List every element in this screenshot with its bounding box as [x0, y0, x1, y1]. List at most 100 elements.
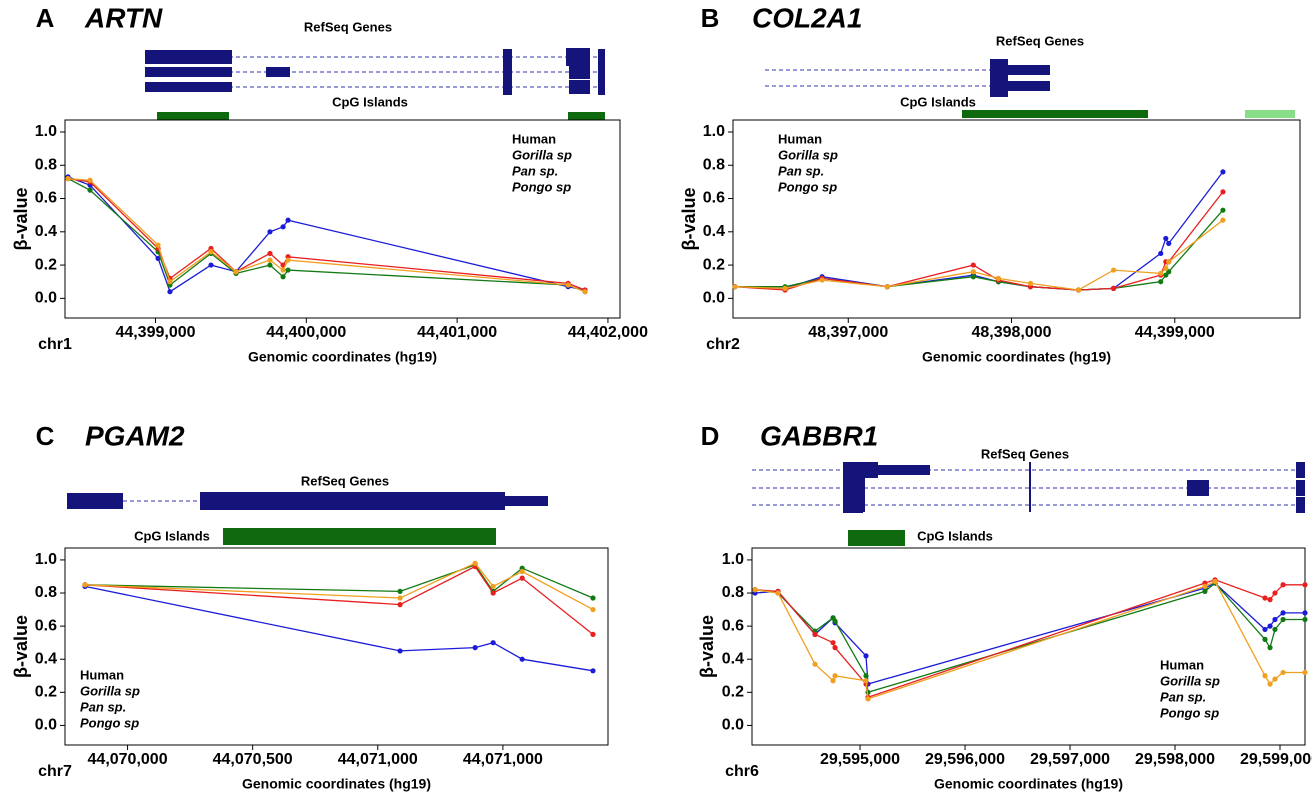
data-point	[812, 661, 818, 667]
data-point	[397, 648, 403, 654]
data-point	[267, 262, 273, 268]
legend-entry: Human	[1160, 657, 1204, 672]
plot-frame	[64, 547, 609, 746]
data-point	[752, 587, 758, 593]
legend-entry: Gorilla sp	[778, 147, 838, 162]
x-tick-label: 29,598,000	[1135, 751, 1215, 768]
series-line	[754, 580, 1305, 700]
legend-entry: Pan sp.	[80, 699, 126, 714]
series-line	[734, 219, 1224, 291]
data-point	[970, 274, 976, 280]
y-tick-label: 0.2	[35, 684, 57, 701]
exon	[598, 79, 605, 95]
exon	[569, 65, 590, 79]
x-axis-label: Genomic coordinates (hg19)	[248, 349, 437, 365]
exon	[505, 496, 548, 506]
x-tick-label: 29,595,000	[820, 751, 900, 768]
data-point	[167, 279, 173, 285]
cpg-island	[223, 528, 496, 545]
chromosome-label: chr2	[706, 336, 740, 353]
exon	[1029, 462, 1031, 512]
exon	[503, 79, 512, 95]
exon	[145, 67, 232, 77]
data-point	[863, 653, 869, 659]
data-point	[1110, 285, 1117, 291]
y-axis-label: β-value	[697, 615, 717, 678]
y-axis-label: β-value	[11, 615, 31, 678]
exon	[145, 50, 232, 64]
legend-entry: Human	[80, 667, 124, 682]
legend-entry: Pongo sp	[80, 715, 139, 730]
data-point	[1262, 673, 1268, 679]
panel-letter: C	[36, 421, 55, 451]
data-point	[832, 673, 838, 679]
panel: D GABBR1 RefSeq Genes CpG Islands 0.0 0.2 0.4 0…	[697, 420, 1312, 791]
series-line	[67, 176, 586, 293]
x-axis-label: Genomic coordinates (hg19)	[242, 776, 431, 792]
data-point	[590, 631, 596, 637]
exon	[266, 67, 290, 77]
series-line	[84, 565, 594, 635]
cpg-island	[848, 530, 905, 546]
data-point	[285, 257, 291, 263]
data-point	[519, 656, 525, 662]
y-tick-label: 0.8	[35, 156, 57, 173]
cpg-label: CpG Islands	[332, 94, 408, 109]
legend-entry: Pongo sp	[1160, 705, 1219, 720]
y-tick-label: 0.8	[35, 584, 57, 601]
data-point	[280, 267, 286, 273]
exon	[1296, 480, 1305, 496]
data-point	[285, 267, 291, 273]
chromosome-label: chr1	[38, 336, 72, 353]
y-tick-label: 0.6	[35, 617, 57, 634]
y-tick-label: 0.4	[703, 223, 725, 240]
data-point	[280, 224, 286, 230]
cpg-label: CpG Islands	[900, 94, 976, 109]
data-point	[472, 560, 478, 566]
x-tick-label: 29,599,000	[1240, 751, 1312, 768]
panel-letter: A	[36, 3, 55, 33]
gene-name: PGAM2	[85, 420, 185, 451]
series-line	[754, 582, 1305, 685]
exon	[1296, 497, 1305, 513]
data-point	[1280, 616, 1286, 623]
data-point	[1163, 235, 1169, 242]
data-point	[490, 640, 496, 646]
data-point	[397, 602, 403, 608]
data-point	[732, 284, 738, 290]
x-axis-label: Genomic coordinates (hg19)	[922, 349, 1111, 365]
gene-name: COL2A1	[752, 2, 862, 33]
legend-entry: Gorilla sp	[1160, 673, 1220, 688]
y-tick-label: 1.0	[703, 123, 725, 140]
y-tick-label: 0.6	[703, 190, 725, 207]
exon	[145, 82, 232, 92]
data-point	[87, 177, 93, 183]
plot-frame	[751, 547, 1306, 746]
cpg-label: CpG Islands	[917, 528, 993, 543]
data-point	[1166, 259, 1172, 265]
exon	[1008, 65, 1050, 75]
exon	[843, 462, 865, 512]
x-tick-label: 44,071,000	[463, 751, 543, 768]
chromosome-label: chr7	[38, 763, 72, 780]
data-point	[267, 250, 273, 257]
data-point	[1166, 269, 1172, 275]
x-tick-label: 29,596,000	[925, 751, 1005, 768]
data-point	[782, 285, 788, 291]
data-point	[1267, 597, 1273, 603]
x-axis-label: Genomic coordinates (hg19)	[934, 776, 1123, 792]
legend-entry: Pan sp.	[778, 163, 824, 178]
data-point	[1220, 169, 1226, 175]
refseq-label: RefSeq Genes	[301, 473, 389, 488]
panel-letter: B	[701, 3, 720, 33]
y-tick-label: 0.0	[722, 717, 744, 734]
y-axis-label: β-value	[11, 187, 31, 250]
data-point	[267, 257, 273, 263]
data-point	[812, 631, 818, 637]
data-point	[863, 673, 869, 679]
y-tick-label: 0.6	[722, 617, 744, 634]
data-point	[1280, 669, 1286, 676]
data-point	[490, 583, 496, 590]
data-point	[1302, 582, 1308, 588]
